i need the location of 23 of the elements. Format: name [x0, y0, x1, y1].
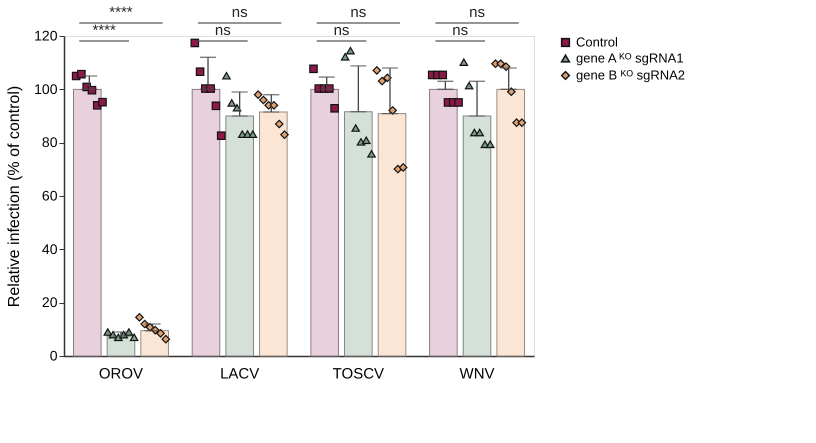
text: ns: [350, 4, 366, 21]
text: ns: [469, 4, 485, 21]
y-tick-label: 20: [42, 294, 58, 310]
y-tick-label: 0: [50, 348, 58, 364]
legend-label: gene A ᴷᴼ sgRNA1: [576, 50, 684, 66]
x-tick-label: OROV: [98, 366, 144, 382]
text: ****: [109, 4, 133, 21]
y-tick-label: 40: [42, 240, 58, 257]
x-tick-label: WNV: [460, 366, 495, 382]
annotation: ns: [214, 22, 231, 39]
y-axis-title: Relative infection (% of control): [6, 86, 24, 308]
annotation: ns: [452, 22, 468, 39]
annotation: ****: [92, 22, 116, 39]
y-tick-label: 120: [34, 28, 58, 44]
annotation: ns: [334, 22, 350, 39]
legend-label: Control: [576, 34, 618, 50]
x-tick-label: TOSCV: [332, 366, 384, 382]
y-tick-label: 60: [42, 188, 58, 204]
text: ns: [232, 4, 248, 21]
x-tick-label: LACV: [220, 366, 260, 382]
legend-label: gene B ᴷᴼ sgRNA2: [576, 68, 686, 82]
y-tick-label: 80: [42, 134, 58, 150]
y-tick-label: 100: [34, 80, 58, 97]
